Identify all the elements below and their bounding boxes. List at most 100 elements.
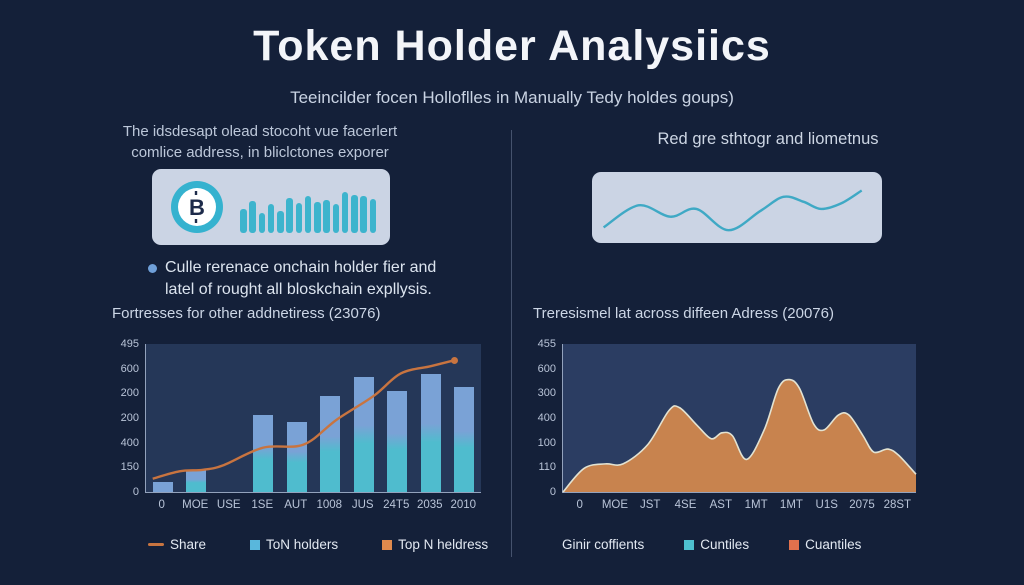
holders-bar-chart — [145, 344, 481, 493]
waveform-bar — [267, 203, 275, 233]
legend-item: Top N heldress — [382, 537, 488, 552]
right-chart-y-axis: 455 600 300 400 100 110 0 — [520, 338, 556, 498]
left-intro-text: The idsdesapt olead stocoht vue facerler… — [60, 121, 460, 163]
left-intro-line1: The idsdesapt olead stocoht vue facerler… — [122, 123, 398, 140]
legend-label: Top N heldress — [398, 537, 489, 552]
legend-line-marker-icon — [148, 543, 164, 546]
volume-bars-icon — [240, 181, 376, 233]
bar-2035 — [420, 373, 441, 492]
x-tick-label: 1008 — [316, 499, 343, 511]
share-line-series — [153, 360, 455, 478]
legend-item: Share — [148, 537, 206, 552]
svg-text:B: B — [189, 195, 205, 220]
distribution-area-chart — [562, 344, 916, 493]
waveform-bar — [351, 194, 358, 233]
legend-label: Cuantiles — [805, 537, 862, 552]
y-tick-label: 495 — [120, 338, 139, 350]
left-intro-line2: comlice address, in bliclctones exporer — [131, 144, 389, 161]
y-tick-label: 100 — [537, 436, 556, 449]
trend-line-card — [592, 172, 882, 243]
bar-AUT — [286, 422, 307, 492]
waveform-bar — [369, 198, 376, 233]
token-volume-card: B — [152, 169, 390, 245]
x-tick-label: 24T5 — [383, 499, 410, 511]
bar-1SE — [253, 415, 274, 492]
x-tick-label: 1SE — [251, 499, 274, 511]
waveform-bar — [360, 196, 367, 233]
legend-square-marker-icon — [382, 539, 393, 550]
waveform-bar — [286, 197, 293, 233]
column-divider — [511, 130, 512, 557]
x-tick-label: AUT — [284, 499, 308, 511]
waveform-bar — [240, 209, 247, 233]
waveform-bar — [323, 200, 330, 233]
bullet-dot-icon — [148, 264, 157, 273]
x-tick-label: 0 — [576, 499, 583, 511]
bullet-line2: latel of rought all bloskchain expllysis… — [165, 281, 432, 298]
x-tick-label: 0 — [158, 499, 165, 511]
bitcoin-icon: B — [171, 181, 223, 233]
y-tick-label: 400 — [537, 411, 556, 424]
left-chart-legend: Share ToN holders Top N heldress — [148, 537, 488, 552]
x-tick-label: 1MT — [744, 499, 768, 511]
right-header: Red gre sthtogr and liometnus — [657, 130, 879, 148]
x-tick-label: USE — [216, 499, 241, 511]
y-tick-label: 600 — [537, 362, 556, 375]
waveform-bar — [332, 204, 339, 233]
legend-item: ToN holders — [250, 537, 338, 552]
y-tick-label: 455 — [537, 338, 556, 350]
x-tick-label: MOE — [601, 499, 629, 511]
y-tick-label: 110 — [538, 461, 556, 474]
waveform-bar — [341, 192, 349, 233]
legend-item: Ginir coffients — [562, 537, 644, 552]
left-bullet: Culle rerenace onchain holder fier and l… — [148, 257, 478, 301]
legend-label: Ginir coffients — [562, 537, 645, 552]
bar-0 — [152, 481, 173, 492]
right-chart-title: Treresismel lat across diffeen Adress (2… — [533, 305, 834, 322]
x-tick-label: JUS — [351, 499, 374, 511]
legend-square-marker-icon — [789, 539, 800, 550]
x-tick-label: 4SE — [674, 499, 697, 511]
x-tick-label: JST — [640, 499, 661, 511]
y-tick-label: 0 — [132, 485, 139, 498]
right-chart-legend: Ginir coffients Cuntiles Cuantiles — [562, 537, 861, 552]
bullet-line1: Culle rerenace onchain holder fier and — [165, 259, 437, 276]
left-chart-y-axis: 495 600 200 200 400 150 0 — [103, 338, 139, 498]
x-tick-label: 28ST — [883, 499, 912, 511]
left-chart-title: Fortresses for other addnetiress (23076) — [112, 305, 381, 322]
y-tick-label: 300 — [537, 387, 556, 400]
bar-MOE — [186, 469, 207, 492]
page-title: Token Holder Analysiics — [253, 22, 771, 70]
legend-label: ToN holders — [266, 537, 339, 552]
y-tick-label: 0 — [549, 485, 556, 498]
waveform-bar — [249, 200, 256, 233]
legend-item: Cuantiles — [789, 537, 861, 552]
legend-label: Share — [170, 537, 207, 552]
x-tick-label: 2075 — [849, 499, 875, 511]
legend-label: Cuntiles — [700, 537, 750, 552]
x-tick-label: 2010 — [450, 499, 477, 511]
x-tick-label: MOE — [182, 499, 209, 511]
y-tick-label: 200 — [120, 411, 139, 424]
bar-2010 — [454, 386, 475, 492]
x-tick-label: 1MT — [779, 499, 803, 511]
y-tick-label: 600 — [120, 362, 139, 375]
right-chart-x-axis: 0 MOE JST 4SE AST 1MT 1MT U1S 2075 28ST — [562, 499, 915, 511]
line-end-dot-icon — [451, 357, 459, 365]
x-tick-label: 2035 — [416, 499, 443, 511]
waveform-bar — [277, 211, 284, 233]
x-tick-label: AST — [709, 499, 733, 511]
waveform-bar — [258, 213, 265, 233]
left-chart-x-axis: 0 MOE USE 1SE AUT 1008 JUS 24T5 2035 2010 — [145, 499, 480, 511]
trend-wave-icon — [592, 172, 882, 243]
x-tick-label: U1S — [815, 499, 838, 511]
y-tick-label: 150 — [120, 461, 139, 474]
y-tick-label: 400 — [120, 436, 139, 449]
legend-square-marker-icon — [250, 539, 261, 550]
y-tick-label: 200 — [120, 387, 139, 400]
bar-24T5 — [387, 391, 408, 492]
waveform-bar — [304, 195, 312, 233]
legend-square-marker-icon — [684, 539, 695, 550]
waveform-bar — [314, 201, 321, 233]
